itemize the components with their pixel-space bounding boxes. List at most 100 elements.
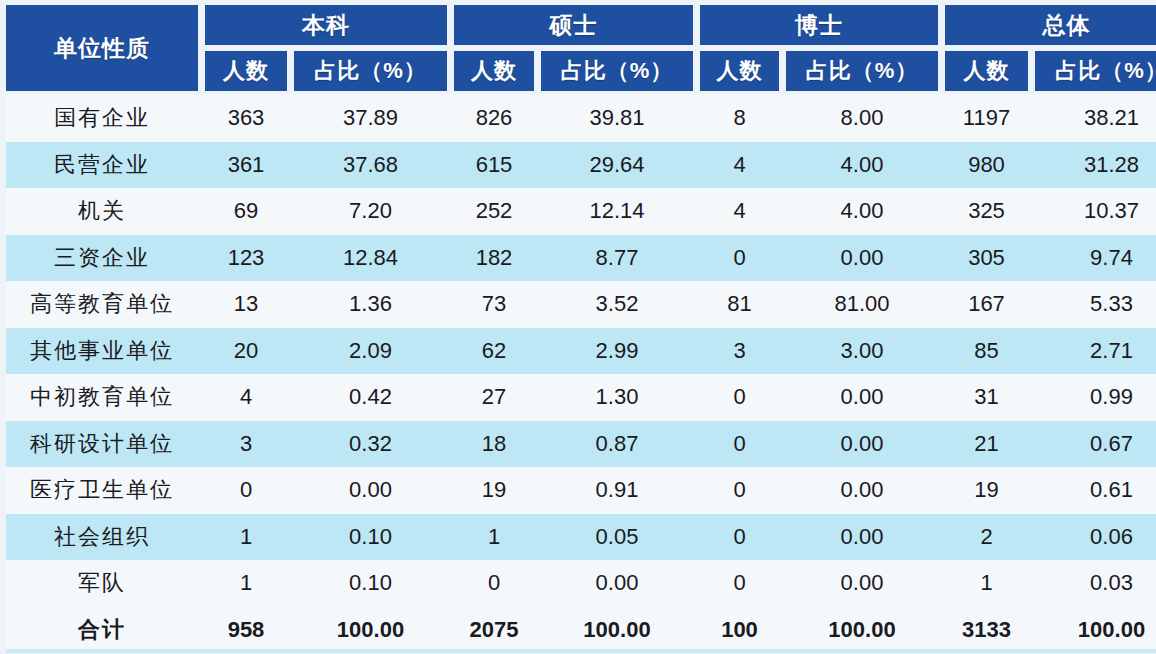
table-cell: 0 (700, 245, 779, 271)
table-cell: 0.10 (294, 524, 447, 550)
table-cell: 62 (454, 338, 534, 364)
table-cell: 0.03 (1035, 570, 1156, 596)
row-label: 军队 (6, 568, 198, 598)
table-cell: 8 (700, 105, 779, 131)
table-cell: 0.42 (294, 384, 447, 410)
table-cell: 12.14 (541, 198, 693, 224)
subheader-master-count: 人数 (454, 51, 534, 91)
table-cell: 4 (205, 384, 287, 410)
table-cell: 1197 (945, 105, 1028, 131)
group-header-master: 硕士 (454, 5, 693, 45)
subheader-overall-count: 人数 (945, 51, 1028, 91)
table-cell: 0.10 (294, 570, 447, 596)
row-label: 科研设计单位 (6, 429, 198, 459)
row-label: 三资企业 (6, 243, 198, 273)
table-cell: 20 (205, 338, 287, 364)
group-header-overall: 总体 (945, 5, 1156, 45)
table-cell: 100.00 (1035, 617, 1156, 643)
table-cell: 100 (700, 617, 779, 643)
group-header-bachelor: 本科 (205, 5, 447, 45)
row-label: 民营企业 (6, 150, 198, 180)
table-row: 中初教育单位 4 0.42 27 1.30 0 0.00 31 0.99 (6, 374, 1156, 421)
table-cell: 0.61 (1035, 477, 1156, 503)
table-cell: 826 (454, 105, 534, 131)
table-cell: 100.00 (541, 617, 693, 643)
table-body: 国有企业 363 37.89 826 39.81 8 8.00 1197 38.… (6, 95, 1156, 653)
table-cell: 37.89 (294, 105, 447, 131)
table-cell: 2.09 (294, 338, 447, 364)
table-cell: 0.00 (786, 570, 938, 596)
table-cell: 167 (945, 291, 1028, 317)
table-cell: 1.30 (541, 384, 693, 410)
table-cell: 1 (454, 524, 534, 550)
table-cell: 0.00 (786, 524, 938, 550)
subheader-bachelor-count: 人数 (205, 51, 287, 91)
table-cell: 0.67 (1035, 431, 1156, 457)
table-cell: 2075 (454, 617, 534, 643)
table-cell: 3 (700, 338, 779, 364)
table-cell: 21 (945, 431, 1028, 457)
table-cell: 4 (700, 152, 779, 178)
table-cell: 0.00 (786, 431, 938, 457)
table-cell: 81.00 (786, 291, 938, 317)
table-cell: 0.32 (294, 431, 447, 457)
row-label: 中初教育单位 (6, 382, 198, 412)
table-cell: 0.00 (786, 384, 938, 410)
table-row: 机关 69 7.20 252 12.14 4 4.00 325 10.37 (6, 188, 1156, 235)
row-label: 其他事业单位 (6, 336, 198, 366)
table-cell: 100.00 (786, 617, 938, 643)
table-cell: 0.99 (1035, 384, 1156, 410)
table-cell: 10.37 (1035, 198, 1156, 224)
table-row: 医疗卫生单位 0 0.00 19 0.91 0 0.00 19 0.61 (6, 467, 1156, 514)
table-cell: 0.05 (541, 524, 693, 550)
row-label: 合计 (6, 615, 198, 645)
row-label: 机关 (6, 196, 198, 226)
table-cell: 0.06 (1035, 524, 1156, 550)
table-cell: 305 (945, 245, 1028, 271)
table-cell: 69 (205, 198, 287, 224)
table-cell: 3.00 (786, 338, 938, 364)
table-cell: 1.36 (294, 291, 447, 317)
table-cell: 2 (945, 524, 1028, 550)
table-row: 国有企业 363 37.89 826 39.81 8 8.00 1197 38.… (6, 95, 1156, 142)
table-cell: 0.00 (294, 477, 447, 503)
corner-header-cell: 单位性质 (6, 5, 198, 91)
table-cell: 2.71 (1035, 338, 1156, 364)
table-cell: 3 (205, 431, 287, 457)
table-cell: 325 (945, 198, 1028, 224)
table-cell: 0 (700, 384, 779, 410)
table-cell: 39.81 (541, 105, 693, 131)
subheader-bachelor-percent: 占比（%） (294, 51, 447, 91)
table-cell: 5.33 (1035, 291, 1156, 317)
row-label: 社会组织 (6, 522, 198, 552)
table-cell: 0 (700, 524, 779, 550)
table-cell: 4.00 (786, 152, 938, 178)
table-cell: 29.64 (541, 152, 693, 178)
table-row: 民营企业 361 37.68 615 29.64 4 4.00 980 31.2… (6, 142, 1156, 189)
table-cell: 0.00 (786, 245, 938, 271)
table-row: 三资企业 123 12.84 182 8.77 0 0.00 305 9.74 (6, 235, 1156, 282)
table-cell: 0.87 (541, 431, 693, 457)
table-cell: 3133 (945, 617, 1028, 643)
table-cell: 3.52 (541, 291, 693, 317)
table-row: 社会组织 1 0.10 1 0.05 0 0.00 2 0.06 (6, 514, 1156, 561)
table-cell: 615 (454, 152, 534, 178)
table-cell: 31 (945, 384, 1028, 410)
bottom-stripe (6, 649, 1156, 653)
table-cell: 19 (454, 477, 534, 503)
table-cell: 1 (205, 570, 287, 596)
subheader-doctor-count: 人数 (700, 51, 779, 91)
table-cell: 0.00 (541, 570, 693, 596)
row-label: 医疗卫生单位 (6, 475, 198, 505)
table-cell: 0 (700, 477, 779, 503)
table-cell: 182 (454, 245, 534, 271)
group-header-doctor: 博士 (700, 5, 938, 45)
table-row: 军队 1 0.10 0 0.00 0 0.00 1 0.03 (6, 560, 1156, 607)
table-cell: 0 (700, 431, 779, 457)
table-cell: 0 (205, 477, 287, 503)
table-cell: 1 (205, 524, 287, 550)
table-cell: 38.21 (1035, 105, 1156, 131)
table-cell: 81 (700, 291, 779, 317)
table-cell: 0.00 (786, 477, 938, 503)
subheader-overall-percent: 占比（%） (1035, 51, 1156, 91)
